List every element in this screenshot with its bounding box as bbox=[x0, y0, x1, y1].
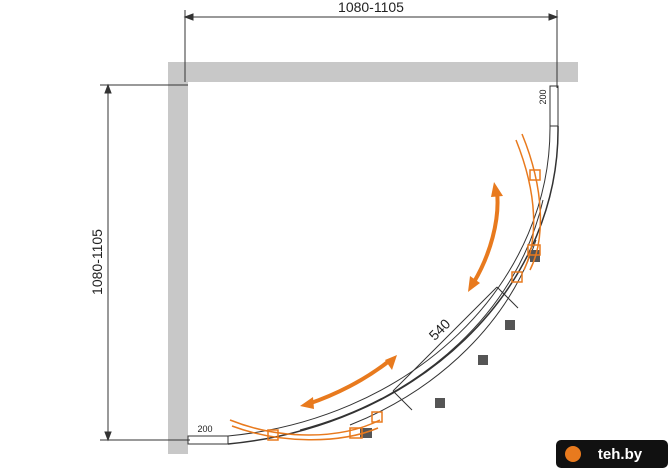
depth-dimension bbox=[100, 83, 190, 442]
wall-left bbox=[168, 62, 188, 454]
profile-right bbox=[549, 85, 559, 127]
width-label: 1080-1105 bbox=[338, 0, 404, 15]
profile-bottom-label: 200 bbox=[197, 424, 212, 434]
width-dimension bbox=[183, 10, 559, 88]
opening-dimension bbox=[392, 286, 519, 411]
arrows bbox=[307, 191, 500, 406]
hardware bbox=[360, 250, 540, 438]
doors bbox=[229, 133, 542, 441]
opening-label: 540 bbox=[426, 315, 454, 343]
arrow-heads bbox=[300, 182, 503, 409]
watermark: teh.by bbox=[556, 440, 668, 468]
curved-glass bbox=[227, 125, 559, 445]
profile-bottom bbox=[187, 435, 229, 445]
profile-top-label: 200 bbox=[538, 89, 548, 104]
depth-label: 1080-1105 bbox=[89, 229, 105, 295]
watermark-text: teh.by bbox=[598, 446, 643, 463]
wall-top bbox=[168, 62, 578, 82]
